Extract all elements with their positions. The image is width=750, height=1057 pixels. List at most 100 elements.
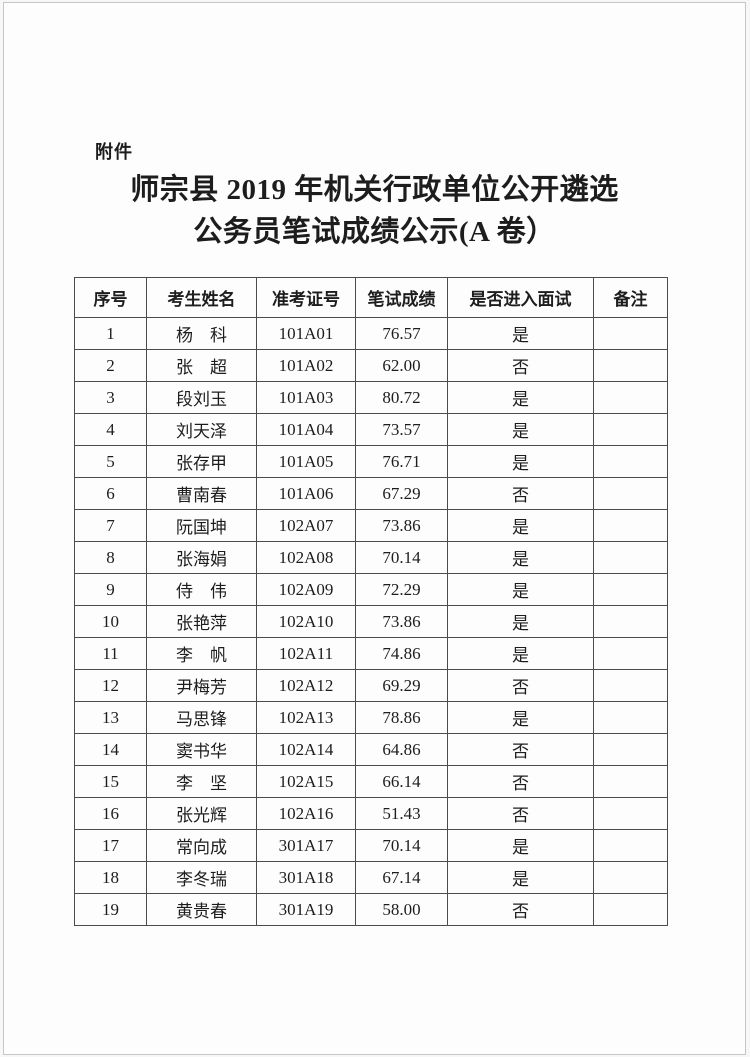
table-cell: 是	[447, 445, 594, 478]
attachment-label: 附件	[95, 142, 133, 162]
table-row: 19 黄贵春 301A19 58.00 否	[74, 893, 668, 926]
table-cell: 76.57	[355, 317, 448, 350]
table-cell: 17	[74, 829, 147, 862]
table-cell: 是	[447, 413, 594, 446]
table-cell: 101A04	[256, 413, 356, 446]
table-cell: 80.72	[355, 381, 448, 414]
table-row: 11 李 帆 102A11 74.86 是	[74, 637, 668, 670]
column-header: 笔试成绩	[355, 277, 448, 318]
table-row: 17 常向成 301A17 70.14 是	[74, 829, 668, 862]
table-cell: 阮国坤	[146, 509, 257, 542]
table-cell: 否	[447, 669, 594, 702]
table-cell: 是	[447, 509, 594, 542]
table-cell: 102A09	[256, 573, 356, 606]
table-cell	[593, 605, 668, 638]
table-cell: 11	[74, 637, 147, 670]
table-cell: 12	[74, 669, 147, 702]
table-cell: 是	[447, 317, 594, 350]
table-header-row: 序号 考生姓名 准考证号 笔试成绩 是否进入面试 备注	[74, 277, 668, 318]
table-cell	[593, 733, 668, 766]
table-cell: 101A02	[256, 349, 356, 382]
table-cell: 是	[447, 829, 594, 862]
table-cell	[593, 573, 668, 606]
table-cell: 否	[447, 893, 594, 926]
table-cell: 是	[447, 541, 594, 574]
table-row: 5 张存甲 101A05 76.71 是	[74, 445, 668, 478]
table-cell	[593, 797, 668, 830]
table-cell: 3	[74, 381, 147, 414]
table-cell: 13	[74, 701, 147, 734]
table-row: 14 窦书华 102A14 64.86 否	[74, 733, 668, 766]
table-cell: 78.86	[355, 701, 448, 734]
table-cell	[593, 509, 668, 542]
table-cell	[593, 413, 668, 446]
document-page: 附件 师宗县 2019 年机关行政单位公开遴选 公务员笔试成绩公示(A 卷） 序…	[3, 2, 746, 1055]
table-row: 8 张海娟 102A08 70.14 是	[74, 541, 668, 574]
table-row: 3 段刘玉 101A03 80.72 是	[74, 381, 668, 414]
table-cell: 101A05	[256, 445, 356, 478]
table-cell: 常向成	[146, 829, 257, 862]
table-cell: 马思锋	[146, 701, 257, 734]
table-cell: 69.29	[355, 669, 448, 702]
table-cell: 窦书华	[146, 733, 257, 766]
table-cell: 19	[74, 893, 147, 926]
table-cell: 7	[74, 509, 147, 542]
table-cell	[593, 669, 668, 702]
table-cell: 101A06	[256, 477, 356, 510]
table-cell: 70.14	[355, 541, 448, 574]
table-cell: 杨 科	[146, 317, 257, 350]
table-row: 6 曹南春 101A06 67.29 否	[74, 477, 668, 510]
column-header: 备注	[593, 277, 668, 318]
table-cell	[593, 861, 668, 894]
table-cell: 是	[447, 605, 594, 638]
table-cell: 黄贵春	[146, 893, 257, 926]
table-cell: 102A15	[256, 765, 356, 798]
table-cell: 6	[74, 477, 147, 510]
table-cell: 102A07	[256, 509, 356, 542]
table-row: 15 李 坚 102A15 66.14 否	[74, 765, 668, 798]
table-cell: 67.29	[355, 477, 448, 510]
table-cell: 76.71	[355, 445, 448, 478]
table-cell: 301A19	[256, 893, 356, 926]
table-cell: 张 超	[146, 349, 257, 382]
table-cell	[593, 765, 668, 798]
table-cell	[593, 637, 668, 670]
table-cell: 102A13	[256, 701, 356, 734]
table-cell	[593, 701, 668, 734]
table-cell: 是	[447, 381, 594, 414]
table-cell: 是	[447, 861, 594, 894]
page-title-line-2: 公务员笔试成绩公示(A 卷）	[193, 216, 556, 248]
table-row: 12 尹梅芳 102A12 69.29 否	[74, 669, 668, 702]
table-cell: 9	[74, 573, 147, 606]
table-cell: 刘天泽	[146, 413, 257, 446]
column-header: 序号	[74, 277, 147, 318]
table-row: 10 张艳萍 102A10 73.86 是	[74, 605, 668, 638]
table-cell	[593, 541, 668, 574]
table-cell: 李冬瑞	[146, 861, 257, 894]
table-cell: 8	[74, 541, 147, 574]
table-cell: 否	[447, 477, 594, 510]
table-cell: 102A14	[256, 733, 356, 766]
table-cell: 51.43	[355, 797, 448, 830]
table-row: 16 张光辉 102A16 51.43 否	[74, 797, 668, 830]
table-cell: 70.14	[355, 829, 448, 862]
table-cell: 301A18	[256, 861, 356, 894]
table-cell: 58.00	[355, 893, 448, 926]
table-cell: 段刘玉	[146, 381, 257, 414]
table-cell: 102A12	[256, 669, 356, 702]
table-row: 13 马思锋 102A13 78.86 是	[74, 701, 668, 734]
table-cell: 1	[74, 317, 147, 350]
table-cell: 否	[447, 797, 594, 830]
table-cell	[593, 349, 668, 382]
column-header: 是否进入面试	[447, 277, 594, 318]
table-cell: 5	[74, 445, 147, 478]
table-cell: 否	[447, 349, 594, 382]
table-cell: 2	[74, 349, 147, 382]
table-cell: 16	[74, 797, 147, 830]
column-header: 准考证号	[256, 277, 356, 318]
